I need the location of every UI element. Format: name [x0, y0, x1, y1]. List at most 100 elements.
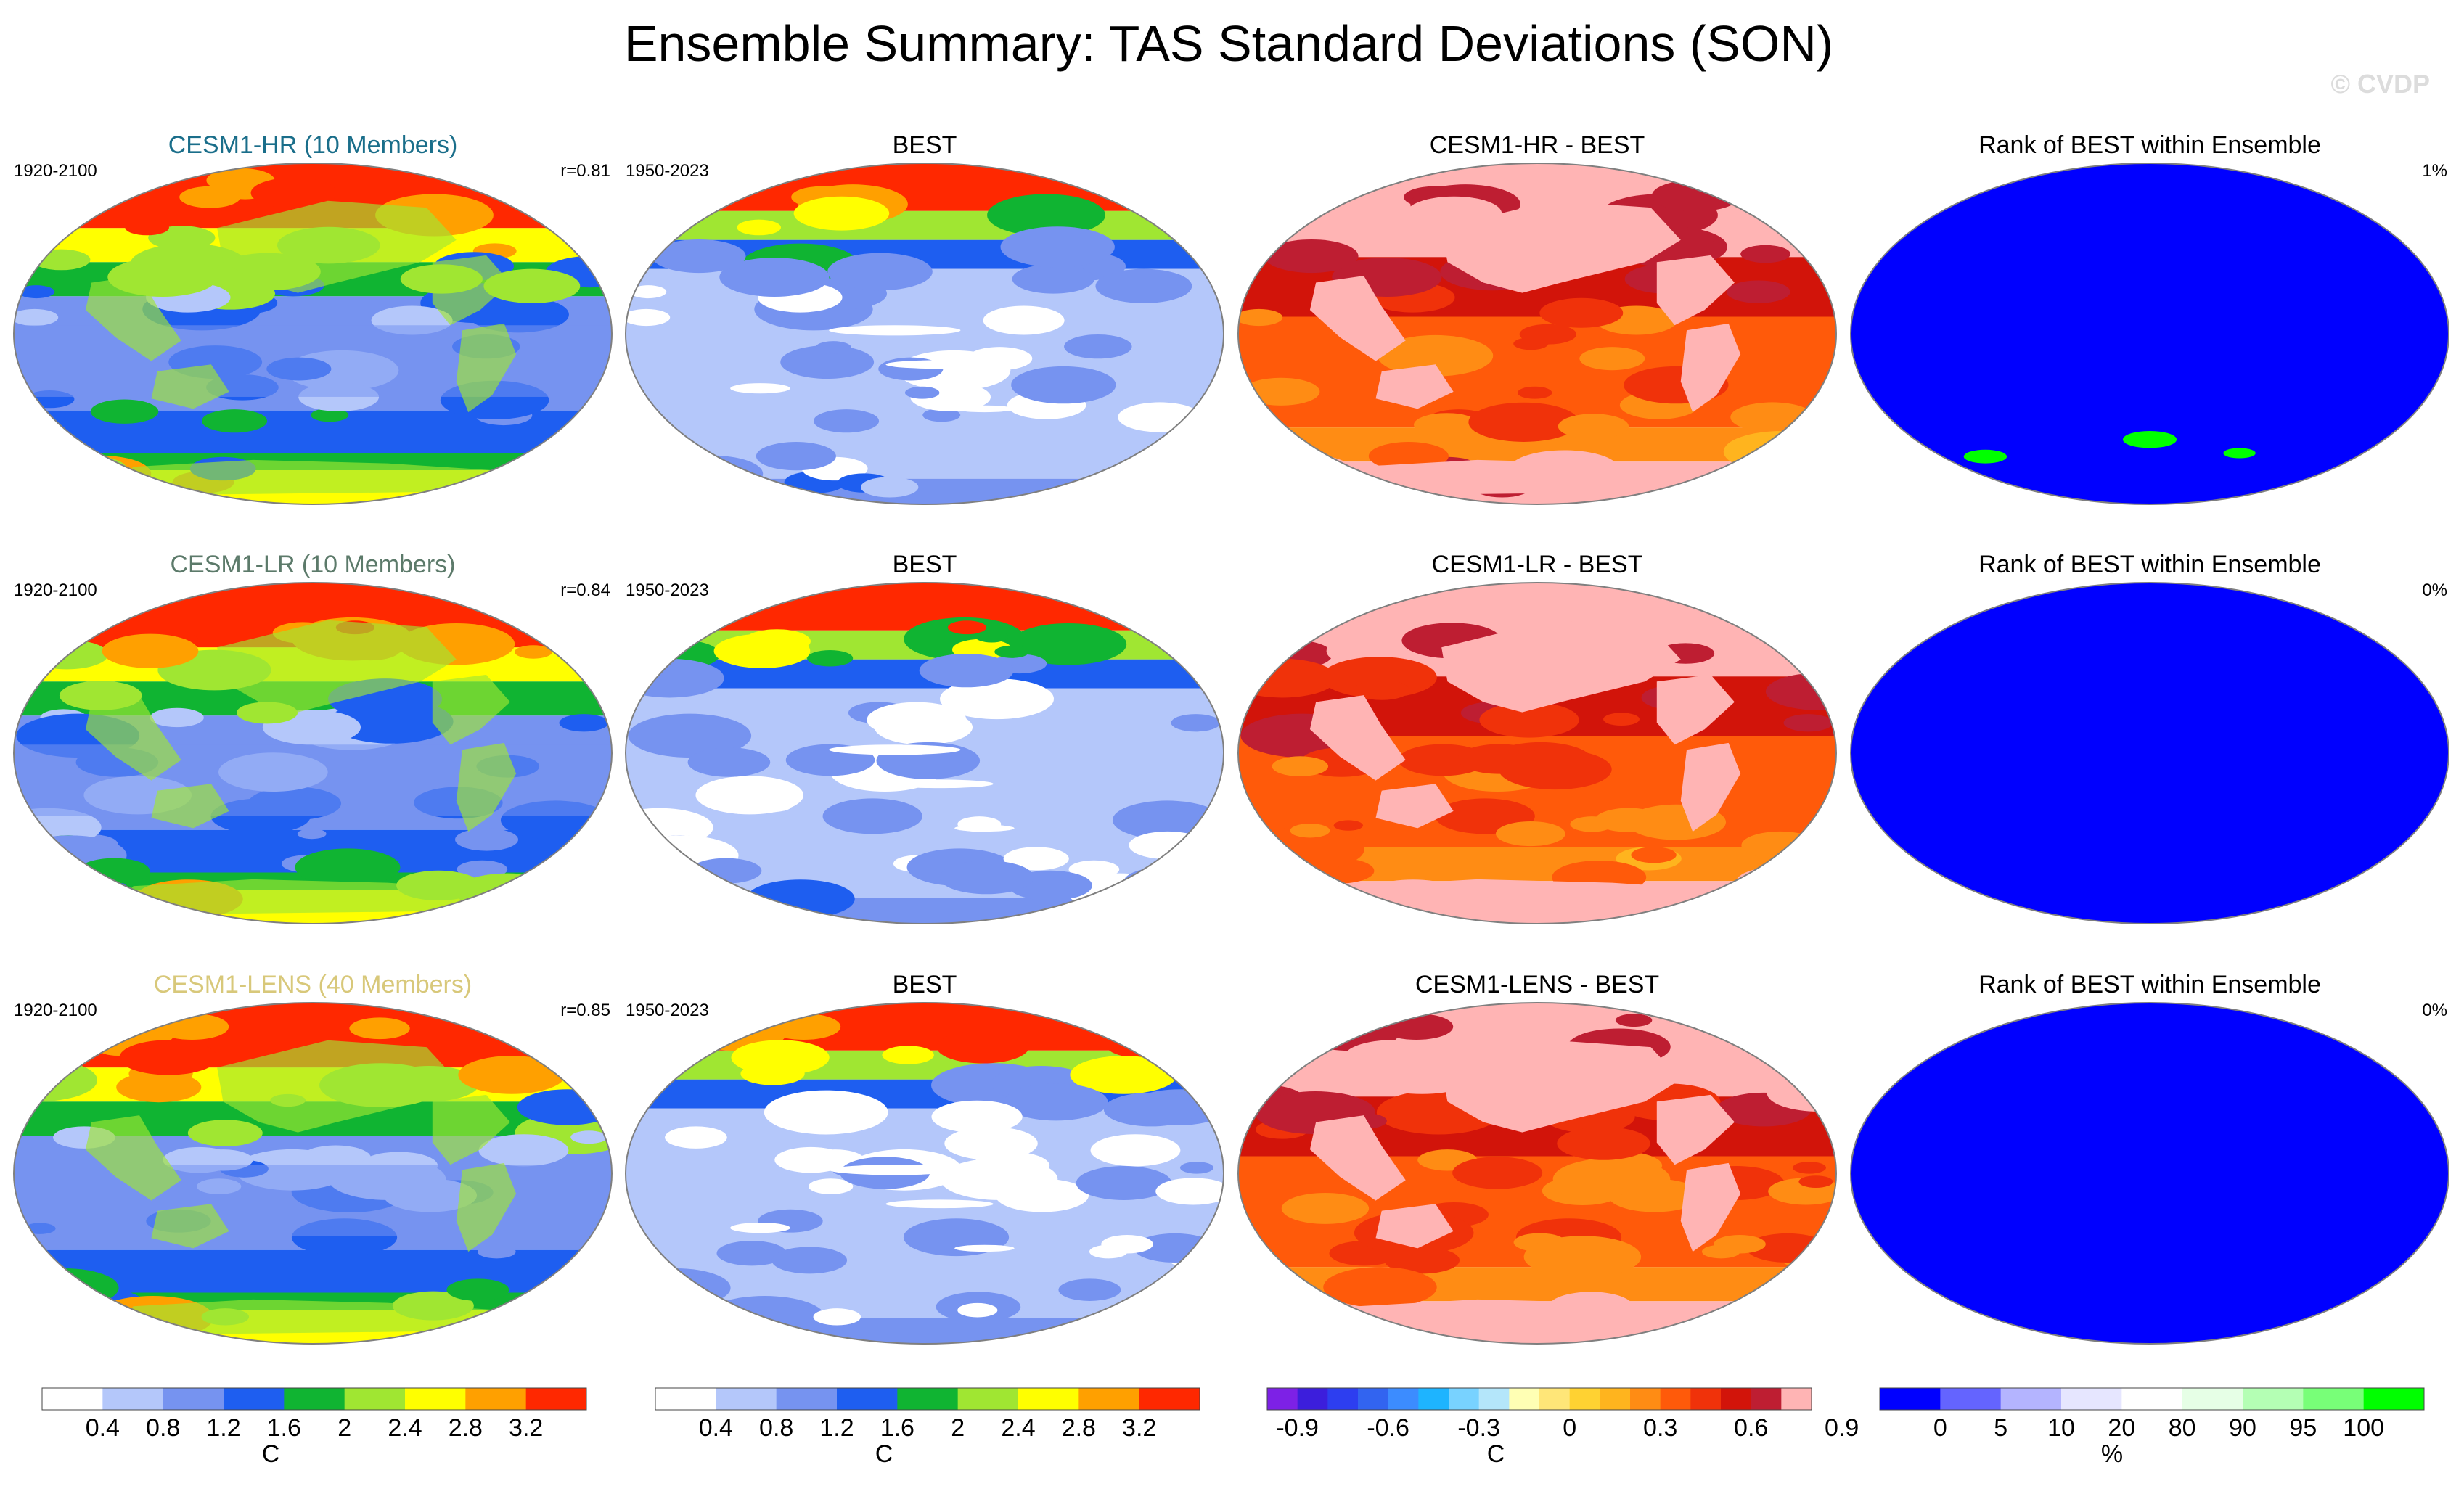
tropical-ocean	[14, 744, 612, 816]
field-patch	[1290, 823, 1330, 838]
colorbar-tick-label: 0.3	[1643, 1414, 1677, 1442]
field-patch	[1496, 821, 1565, 847]
field-patch	[1615, 1014, 1653, 1027]
map-field	[14, 1003, 612, 1344]
map-border	[1850, 163, 2449, 505]
map-border	[1237, 582, 1837, 924]
low-variance-patch	[885, 1199, 994, 1209]
rank-colorbar: 0 5 10 20 80 90 95 100%	[1879, 1387, 2425, 1468]
field-patch	[756, 442, 836, 471]
landmass	[457, 743, 516, 832]
low-variance-patch	[730, 1223, 790, 1233]
field-band	[626, 1003, 1224, 1051]
colorbar-swatch	[837, 1388, 898, 1410]
landmass	[1044, 255, 1122, 325]
landmass	[1068, 1163, 1128, 1252]
field-patch	[125, 219, 169, 236]
field-patch	[994, 645, 1030, 658]
field-patch	[1129, 831, 1207, 860]
colorbar-swatch	[1478, 1388, 1510, 1410]
field-patch	[1783, 714, 1833, 732]
colorbar-swatch	[957, 1388, 1019, 1410]
panel-grid: CESM1-HR (10 Members) 1920-2100 r=0.81 BEST…	[13, 131, 2449, 1345]
field-patch	[513, 178, 578, 202]
landmass	[1376, 364, 1454, 409]
colorbar-tick-label: 0.8	[759, 1414, 793, 1442]
field-patch	[1123, 866, 1211, 898]
colorbar-tick-label: 2.4	[1001, 1414, 1035, 1442]
landmass	[1989, 1204, 2066, 1248]
map-border	[13, 1002, 613, 1345]
colorbar-tick-label: 3.2	[1122, 1414, 1156, 1442]
field-patch	[48, 455, 152, 493]
field-patch	[660, 455, 764, 493]
field-patch	[807, 649, 854, 667]
field-patch	[1179, 1162, 1214, 1174]
field-patch	[1333, 820, 1364, 831]
map-border	[1237, 163, 1837, 505]
field-patch	[1296, 177, 1345, 195]
field-patch	[1010, 623, 1127, 665]
field-patch	[1651, 179, 1740, 212]
landmass	[829, 201, 1068, 293]
model-period: 1920-2100	[14, 161, 97, 181]
model-period: 1920-2100	[14, 580, 97, 600]
colorbar-swatch	[2121, 1388, 2183, 1410]
colorbar-swatch	[525, 1388, 587, 1410]
field-patch	[1726, 280, 1790, 303]
field-patch	[1740, 245, 1790, 263]
landmass	[86, 1115, 181, 1201]
colorbar-swatch	[1940, 1388, 2002, 1410]
colorbar-swatch	[2303, 1388, 2365, 1410]
field-patch	[628, 713, 752, 758]
colorbar-tick-label: 95	[2289, 1414, 2317, 1442]
colorbar-swatch	[2363, 1388, 2425, 1410]
obs-label: BEST	[893, 131, 957, 159]
field-patch	[1144, 884, 1211, 910]
low-variance-patch	[730, 802, 790, 813]
field-patch	[764, 1090, 888, 1135]
field-patch	[515, 645, 552, 659]
field-patch	[731, 1040, 830, 1075]
colorbar-tick-label: 10	[2047, 1414, 2075, 1442]
landmass	[697, 276, 793, 361]
field-patch	[1792, 1162, 1827, 1174]
landmass	[1310, 1115, 1406, 1201]
colorbar-swatch	[1078, 1388, 1140, 1410]
field-patch	[1743, 895, 1803, 917]
colorbar-frame	[1266, 1387, 1812, 1411]
field-patch	[861, 477, 919, 498]
map-field	[626, 1003, 1224, 1344]
field-patch	[931, 1100, 1023, 1133]
map-field	[14, 163, 612, 504]
map-field	[1238, 163, 1836, 504]
colorbar-tick-label: 1.2	[819, 1414, 854, 1442]
colorbar-swatch	[465, 1388, 527, 1410]
landmass	[457, 1163, 516, 1252]
rank-percent: 0%	[2422, 580, 2447, 600]
rank-percent: 0%	[2422, 1001, 2447, 1020]
field-patch	[1747, 1006, 1836, 1046]
field-patch	[250, 177, 337, 209]
landmass	[1989, 784, 2066, 828]
field-patch	[1003, 847, 1069, 871]
obs-period: 1950-2023	[626, 161, 709, 181]
map-panel-r2-c1: CESM1-LR (10 Members) 1920-2100 r=0.84	[13, 551, 613, 924]
field-patch	[793, 196, 890, 231]
colorbar-swatch	[1600, 1388, 1631, 1410]
landmass	[1441, 201, 1681, 293]
field-patch	[652, 239, 746, 274]
field-patch	[467, 296, 569, 333]
low-variance-patch	[885, 779, 994, 789]
landmass	[2054, 1040, 2293, 1133]
field-band	[626, 1318, 1224, 1344]
field-patch	[1523, 1236, 1642, 1278]
colorbar-unit: %	[2101, 1440, 2123, 1468]
field-patch	[1064, 334, 1132, 359]
field-patch	[690, 858, 762, 884]
colorbar-swatch	[2182, 1388, 2243, 1410]
landmass	[1923, 1115, 2018, 1201]
field-patch	[827, 253, 933, 291]
landmass	[2054, 201, 2293, 293]
field-band	[626, 898, 1224, 924]
